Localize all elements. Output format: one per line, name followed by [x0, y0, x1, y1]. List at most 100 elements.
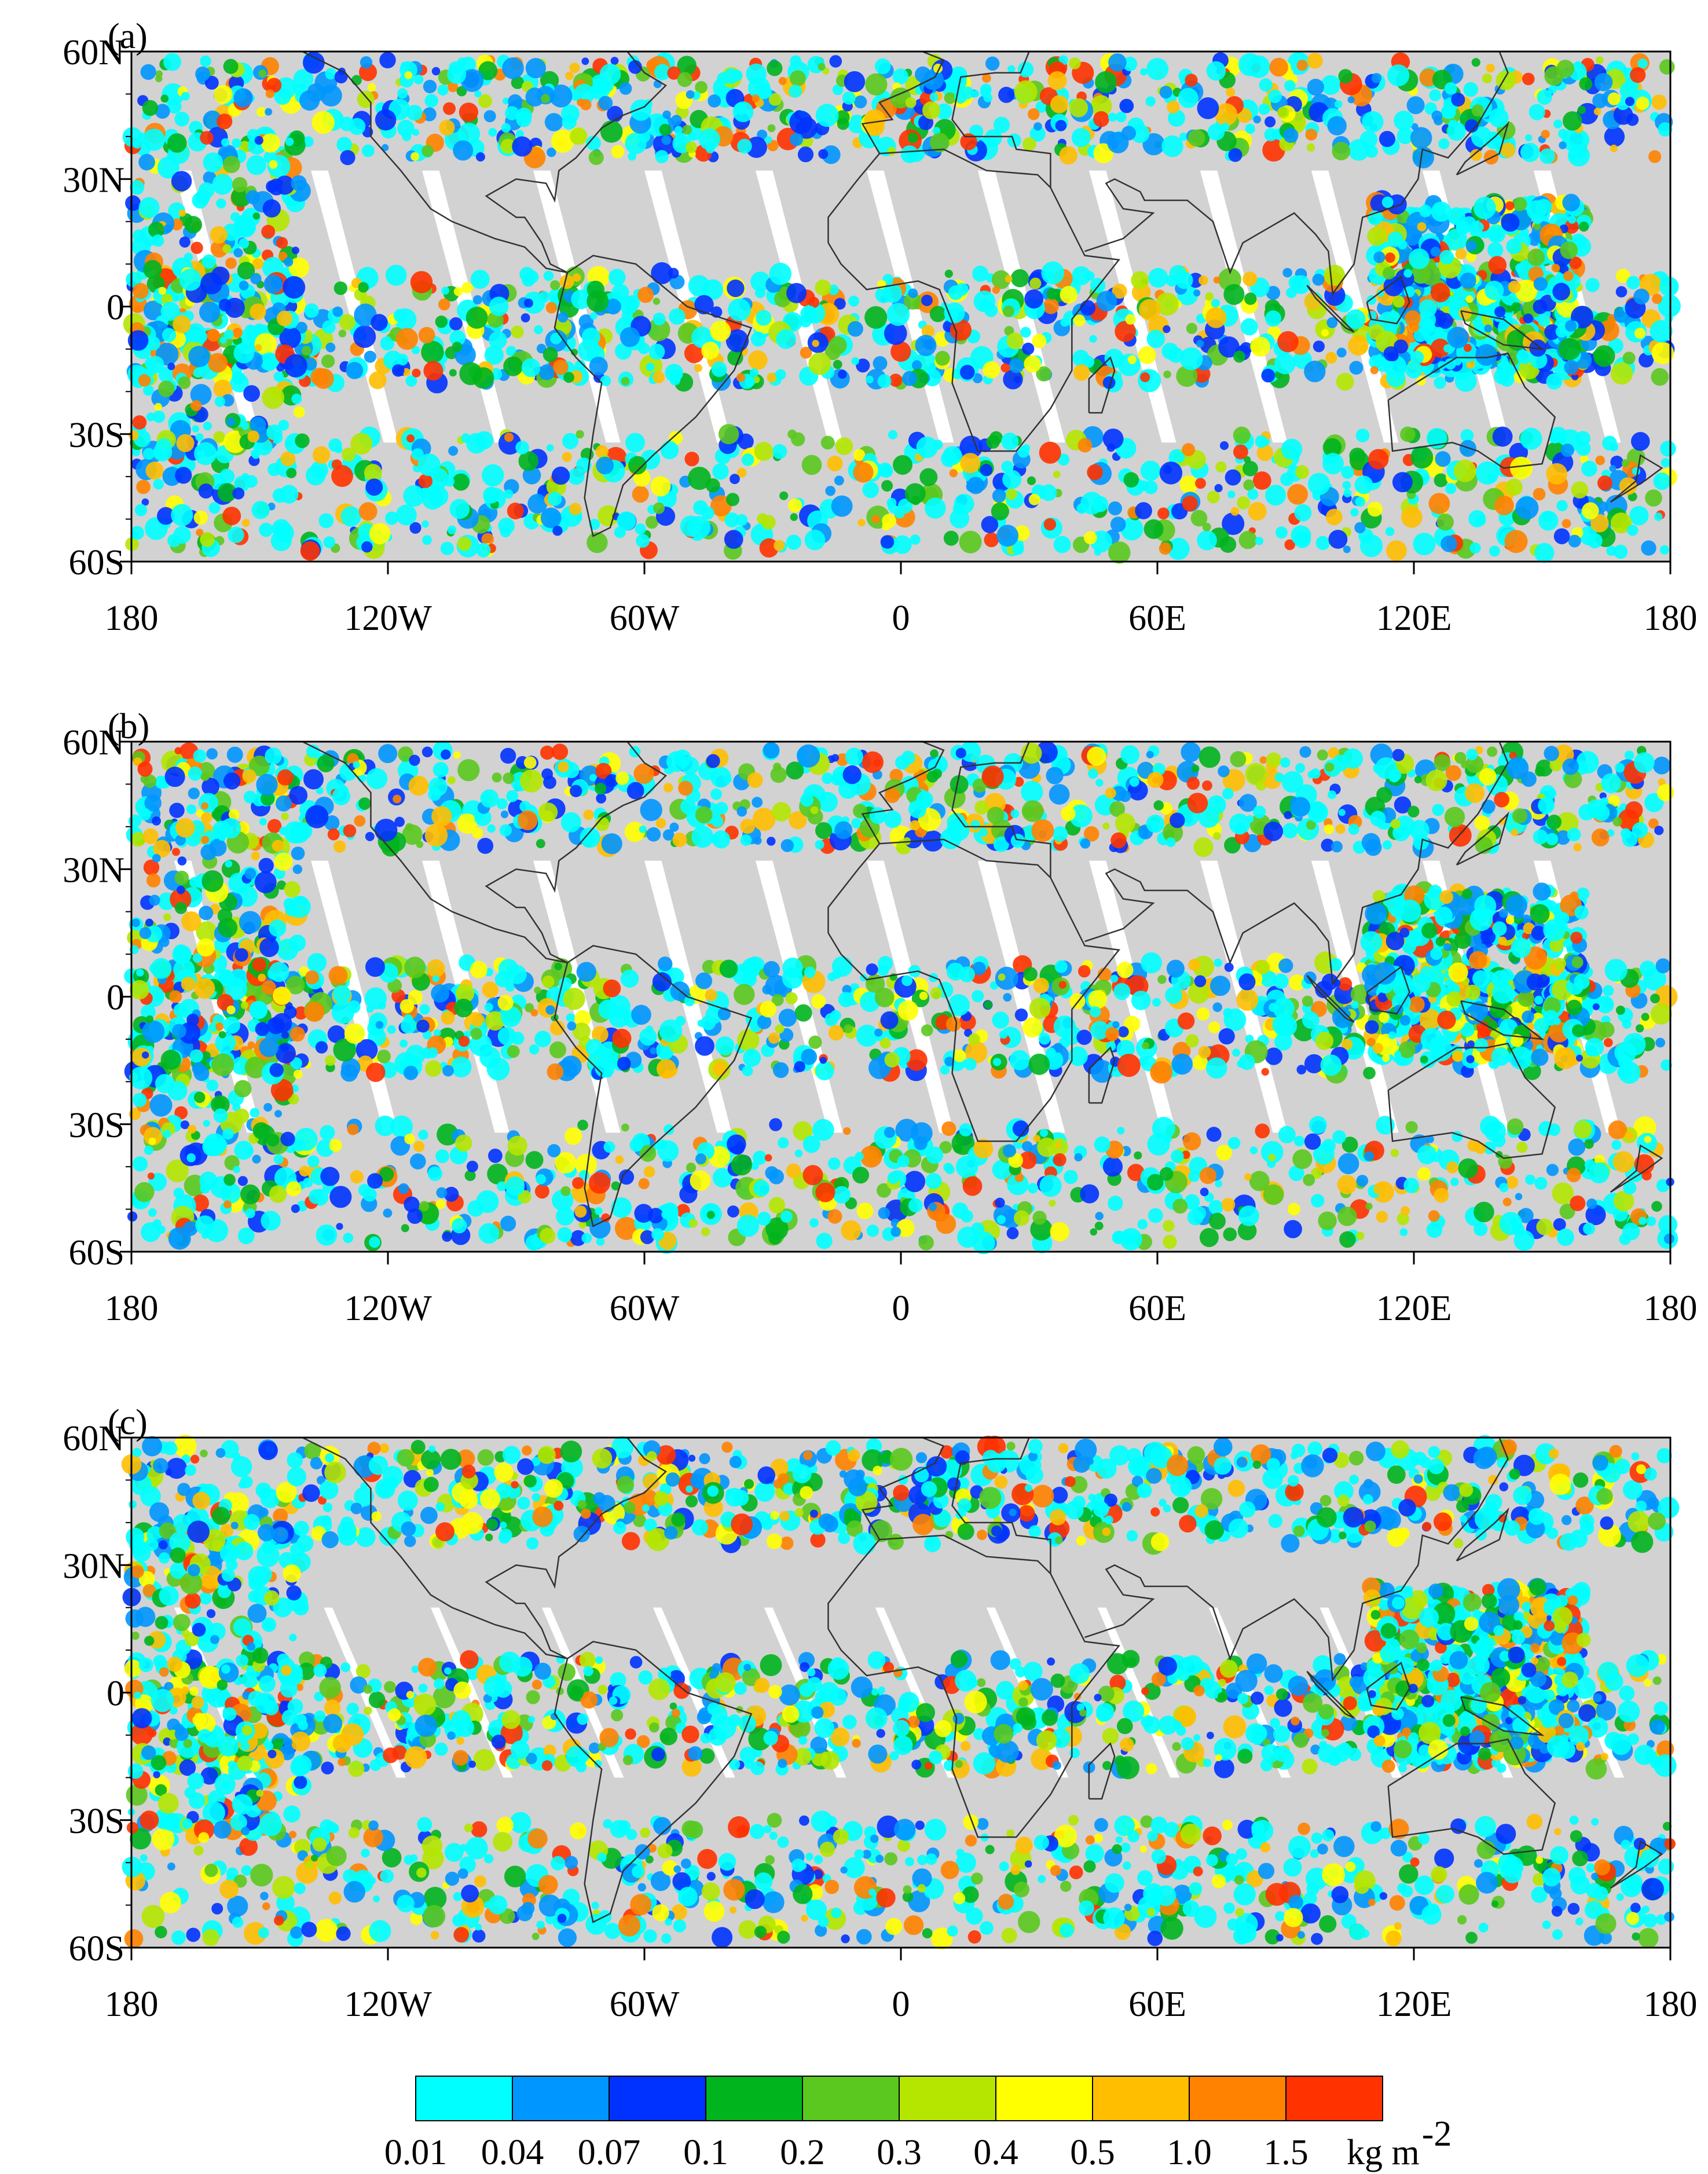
precip-cell [1233, 444, 1248, 460]
precip-cell [1622, 831, 1638, 847]
precip-cell [530, 1009, 538, 1017]
precip-cell [1212, 1002, 1222, 1012]
precip-cell [487, 824, 496, 833]
precip-cell [403, 485, 425, 507]
precip-cell [160, 94, 169, 103]
precip-cell [222, 156, 240, 173]
precip-cell [1512, 197, 1527, 211]
precip-cell [174, 747, 182, 754]
precip-cell [1428, 493, 1450, 515]
precip-cell [1090, 95, 1112, 117]
precip-cell [289, 786, 308, 805]
precip-cell [223, 772, 241, 790]
precip-cell [1219, 536, 1237, 553]
precip-cell [503, 97, 510, 105]
precip-cell [1327, 116, 1347, 135]
precip-cell [1245, 762, 1267, 786]
precip-cell [1022, 1017, 1043, 1037]
precip-cell [141, 498, 149, 506]
precip-cell [1197, 530, 1217, 551]
precip-cell [657, 1059, 676, 1079]
precip-cell [450, 1056, 472, 1077]
precip-cell [788, 498, 802, 512]
precip-cell [1441, 536, 1457, 552]
precip-cell [413, 74, 424, 85]
precip-cell [771, 802, 791, 822]
precip-cell [1261, 1068, 1269, 1076]
precip-cell [1562, 193, 1580, 212]
precip-cell [1417, 222, 1427, 232]
precip-cell [1284, 811, 1292, 819]
precip-cell [408, 775, 429, 796]
precip-cell [667, 66, 681, 80]
precip-cell [889, 373, 903, 387]
precip-cell [1481, 800, 1496, 814]
precip-cell [1119, 98, 1134, 113]
precip-cell [1435, 451, 1451, 467]
precip-cell [203, 152, 223, 173]
precip-cell [1383, 267, 1395, 280]
precip-cell [631, 1004, 651, 1025]
precip-cell [317, 754, 335, 772]
precip-cell [507, 503, 524, 520]
precip-cell [1127, 355, 1137, 364]
precip-cell [847, 115, 866, 134]
precip-cell [304, 303, 319, 318]
precip-cell [1577, 105, 1586, 115]
precip-cell [241, 473, 250, 481]
precip-cell [1601, 773, 1621, 794]
precip-cell [827, 456, 843, 472]
precip-cell [686, 90, 695, 99]
precip-cell [1116, 111, 1127, 123]
precip-cell [492, 772, 502, 783]
precip-cell [214, 85, 233, 104]
precip-cell [1653, 472, 1671, 490]
precip-cell [1108, 541, 1131, 564]
precip-cell [338, 329, 347, 338]
precip-cell [1304, 292, 1322, 310]
precip-cell [619, 82, 632, 95]
precip-cell [1218, 336, 1240, 358]
precip-cell [201, 254, 217, 269]
precip-cell [266, 78, 282, 93]
precip-cell [1343, 489, 1352, 498]
precip-cell [1087, 746, 1106, 766]
precip-cell [626, 782, 644, 800]
precip-cell [551, 466, 570, 485]
precip-cell [1650, 993, 1660, 1003]
precip-cell [521, 358, 541, 377]
precip-cell [710, 788, 722, 800]
precip-cell [736, 806, 747, 817]
precip-cell [459, 102, 479, 122]
precip-cell [483, 110, 496, 123]
precip-cell [344, 1023, 365, 1044]
precip-cell [366, 1006, 374, 1013]
precip-cell [1000, 363, 1010, 373]
precip-cell [340, 506, 361, 527]
precip-cell [897, 1000, 919, 1021]
precip-cell [357, 90, 375, 108]
precip-cell [831, 956, 853, 977]
precip-cell [786, 283, 807, 303]
precip-cell [1186, 322, 1197, 334]
precip-cell [358, 502, 377, 521]
precip-cell [653, 371, 665, 384]
precip-cell [443, 102, 456, 115]
precip-cell [1661, 458, 1670, 468]
precip-cell [1274, 353, 1296, 375]
precip-cell [1093, 111, 1109, 127]
precip-cell [482, 464, 504, 487]
precip-cell [1469, 542, 1481, 554]
precip-cell [772, 1062, 789, 1079]
precip-cell [1373, 251, 1386, 263]
precip-cell [448, 525, 457, 534]
precip-cell [192, 425, 200, 432]
precip-cell [1325, 762, 1335, 772]
precip-cell [895, 755, 910, 770]
precip-cell [1527, 248, 1545, 266]
precip-cell [596, 456, 614, 475]
precip-cell [1295, 763, 1306, 773]
precip-cell [471, 1015, 483, 1028]
precip-cell [1328, 530, 1348, 549]
